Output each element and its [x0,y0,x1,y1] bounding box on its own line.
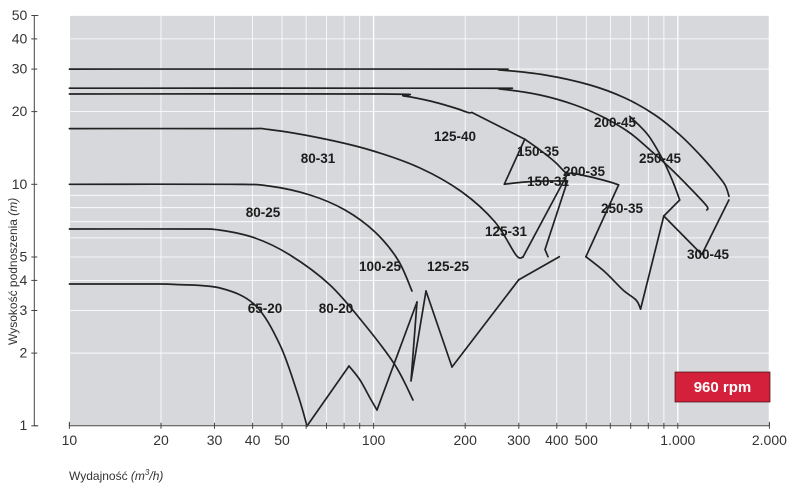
svg-text:1.000: 1.000 [660,432,695,448]
svg-text:80-20: 80-20 [319,301,354,316]
svg-text:65-20: 65-20 [248,301,283,316]
svg-text:20: 20 [12,103,28,119]
svg-text:200-45: 200-45 [594,115,637,130]
svg-text:10: 10 [12,176,28,192]
svg-text:50: 50 [274,432,290,448]
svg-text:5: 5 [20,249,28,265]
svg-text:125-40: 125-40 [434,129,476,144]
svg-text:80-25: 80-25 [246,205,281,220]
svg-text:2.000: 2.000 [752,432,787,448]
svg-text:100: 100 [362,432,386,448]
svg-text:200-35: 200-35 [563,164,606,179]
svg-text:1: 1 [20,417,28,433]
svg-text:300-45: 300-45 [687,247,730,262]
svg-text:250-35: 250-35 [601,201,644,216]
svg-text:300: 300 [507,432,531,448]
svg-text:30: 30 [207,432,223,448]
svg-text:125-25: 125-25 [427,259,470,274]
svg-text:40: 40 [12,30,28,46]
svg-text:100-25: 100-25 [359,259,402,274]
svg-text:150-35: 150-35 [517,144,560,159]
svg-text:50: 50 [12,7,28,23]
svg-text:40: 40 [245,432,261,448]
svg-text:10: 10 [62,432,78,448]
svg-text:250-45: 250-45 [639,151,682,166]
svg-text:3: 3 [20,302,28,318]
svg-text:960 rpm: 960 rpm [694,379,752,396]
svg-text:20: 20 [153,432,169,448]
svg-text:4: 4 [20,272,28,288]
svg-text:400: 400 [545,432,569,448]
svg-text:200: 200 [454,432,478,448]
svg-text:500: 500 [575,432,599,448]
svg-text:125-31: 125-31 [485,224,528,239]
svg-text:80-31: 80-31 [301,151,336,166]
svg-text:30: 30 [12,61,28,77]
svg-text:2: 2 [20,345,28,361]
